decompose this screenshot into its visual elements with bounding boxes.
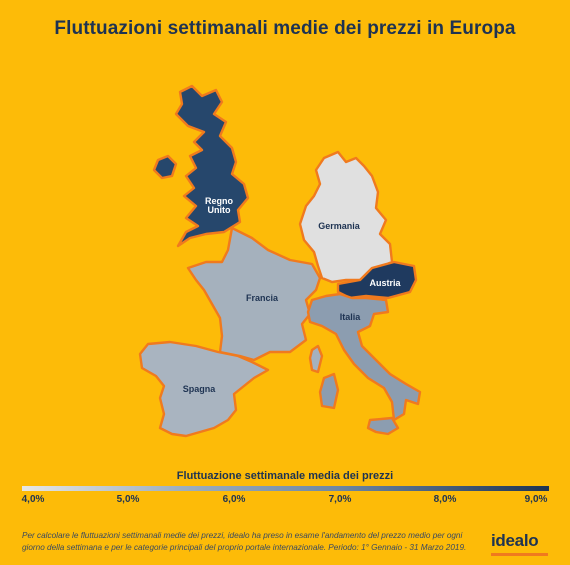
- label-uk-line2: Unito: [208, 205, 231, 215]
- map-title: Fluttuazioni settimanali medie dei prezz…: [54, 18, 516, 39]
- legend-tick: 9,0%: [524, 494, 548, 505]
- label-germany: Germania: [318, 221, 361, 231]
- label-italy: Italia: [340, 312, 362, 322]
- idealo-logo-underline: [491, 553, 548, 556]
- legend-title: Fluttuazione settimanale media dei prezz…: [176, 470, 394, 482]
- label-france: Francia: [246, 293, 279, 303]
- idealo-logo: idealo: [491, 531, 539, 550]
- legend-tick: 8,0%: [433, 494, 457, 505]
- label-uk-line1: Regno: [205, 196, 234, 206]
- label-spain: Spagna: [183, 384, 217, 394]
- legend-color-scale: [22, 486, 549, 491]
- country-uk-ni[interactable]: [152, 154, 178, 180]
- country-france[interactable]: [186, 226, 322, 362]
- country-france-corsica[interactable]: [308, 344, 324, 374]
- country-italy-sicily[interactable]: [366, 416, 400, 436]
- country-uk[interactable]: [174, 84, 250, 248]
- country-spain[interactable]: [138, 340, 270, 438]
- country-italy-sardinia[interactable]: [318, 372, 340, 410]
- country-italy[interactable]: [306, 292, 422, 422]
- label-austria: Austria: [369, 278, 401, 288]
- legend-tick: 7,0%: [328, 494, 352, 505]
- legend-ticks: 4,0% 5,0% 6,0% 7,0% 8,0% 9,0%: [0, 494, 570, 508]
- legend-tick: 4,0%: [21, 494, 45, 505]
- legend-tick: 6,0%: [222, 494, 246, 505]
- legend-tick: 5,0%: [116, 494, 140, 505]
- footnote: Per calcolare le fluttuazioni settimanal…: [22, 531, 467, 552]
- country-germany[interactable]: [298, 150, 394, 284]
